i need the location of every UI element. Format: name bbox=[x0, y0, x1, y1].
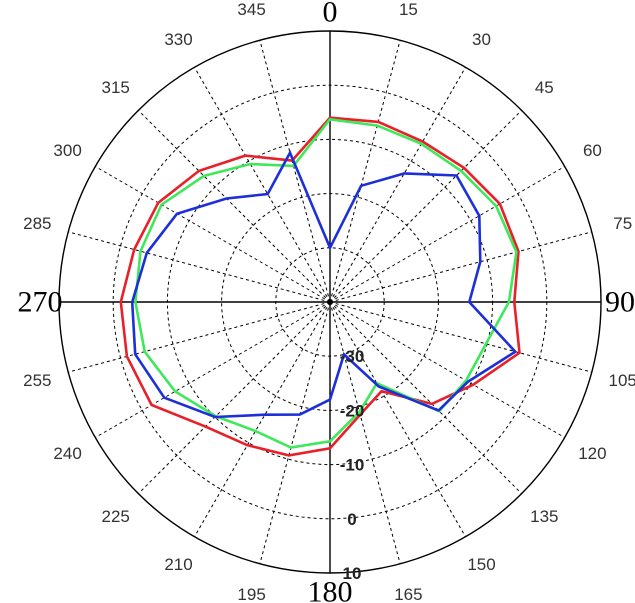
radial-tick-label: 0 bbox=[347, 510, 356, 529]
radial-tick-label: -20 bbox=[340, 401, 365, 420]
angle-label-15: 15 bbox=[399, 0, 418, 19]
series-1-line bbox=[119, 116, 521, 457]
angle-label-330: 330 bbox=[164, 30, 192, 49]
angle-label-165: 165 bbox=[394, 585, 422, 603]
angle-label-45: 45 bbox=[535, 78, 554, 97]
data-series bbox=[119, 116, 521, 457]
angle-label-30: 30 bbox=[472, 30, 491, 49]
angle-label-270: 270 bbox=[18, 286, 63, 319]
angle-label-180: 180 bbox=[308, 576, 353, 603]
chart-labels: 0 15 30 45 60 75 90 105 120 135 150 165 180 195 210 225… bbox=[18, 0, 635, 603]
angle-label-195: 195 bbox=[237, 585, 265, 603]
angle-label-210: 210 bbox=[164, 555, 192, 574]
radial-tick-label: -30 bbox=[340, 347, 365, 366]
angle-label-255: 255 bbox=[23, 371, 51, 390]
radial-tick-label: 10 bbox=[343, 564, 362, 583]
angle-label-60: 60 bbox=[583, 141, 602, 160]
angle-label-345: 345 bbox=[237, 0, 265, 19]
series-3-line bbox=[130, 149, 518, 419]
angle-label-285: 285 bbox=[23, 214, 51, 233]
series-2-line bbox=[134, 117, 518, 449]
angle-label-120: 120 bbox=[578, 444, 606, 463]
angle-label-0: 0 bbox=[323, 0, 338, 29]
angle-label-90: 90 bbox=[605, 286, 635, 319]
angle-label-135: 135 bbox=[530, 507, 558, 526]
radial-tick-label: -10 bbox=[340, 456, 365, 475]
angle-label-240: 240 bbox=[53, 444, 81, 463]
angle-label-300: 300 bbox=[53, 141, 81, 160]
angle-label-150: 150 bbox=[467, 555, 495, 574]
angle-label-105: 105 bbox=[609, 371, 635, 390]
angle-label-75: 75 bbox=[613, 214, 632, 233]
angle-label-315: 315 bbox=[102, 78, 130, 97]
angle-label-225: 225 bbox=[102, 507, 130, 526]
